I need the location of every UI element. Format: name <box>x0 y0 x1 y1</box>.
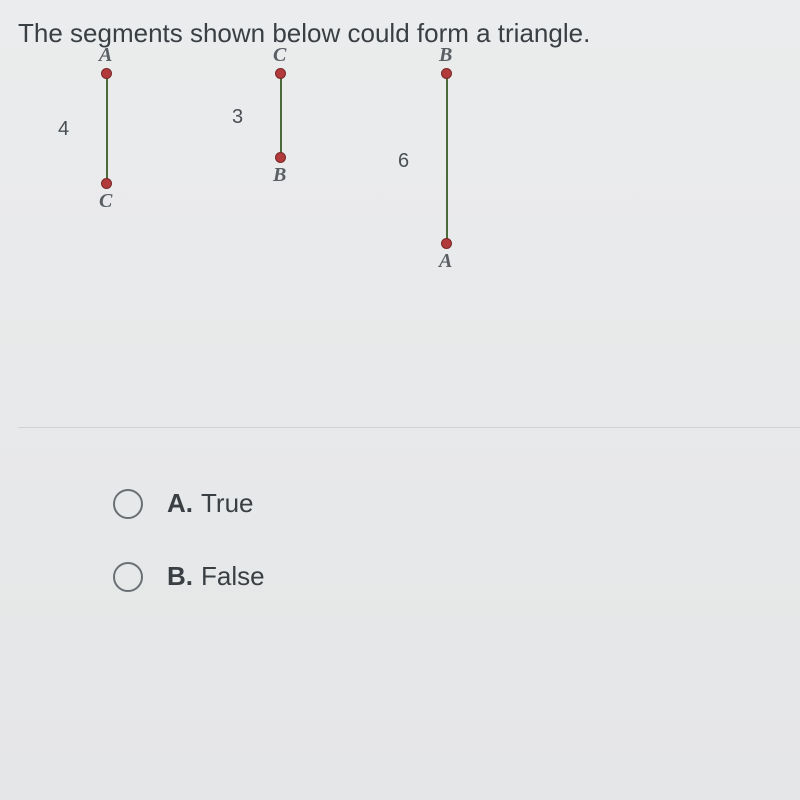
segment-length-label: 6 <box>398 150 409 173</box>
segment-top-label: B <box>439 44 452 67</box>
answer-label: True <box>201 488 254 518</box>
answer-option-b[interactable]: B. False <box>113 561 800 592</box>
radio-icon[interactable] <box>113 489 143 519</box>
answer-choices: A. True B. False <box>18 488 800 592</box>
endpoint-top <box>441 68 452 79</box>
segment-line <box>106 72 108 184</box>
segment-top-label: A <box>99 44 112 67</box>
segment-top-label: C <box>273 44 286 67</box>
segments-diagram: A C 4 C B 3 B A 6 <box>18 57 800 387</box>
endpoint-top <box>275 68 286 79</box>
segment-length-label: 3 <box>232 106 243 129</box>
answer-label: False <box>201 561 265 591</box>
endpoint-bottom <box>275 152 286 163</box>
answer-text: B. False <box>167 561 265 592</box>
question-container: The segments shown below could form a tr… <box>0 0 800 800</box>
segment-bottom-label: A <box>439 250 452 273</box>
section-divider <box>18 427 800 428</box>
answer-text: A. True <box>167 488 254 519</box>
answer-letter: A. <box>167 488 193 518</box>
segment-bottom-label: B <box>273 164 286 187</box>
answer-letter: B. <box>167 561 193 591</box>
segment-bottom-label: C <box>99 190 112 213</box>
radio-icon[interactable] <box>113 562 143 592</box>
question-text: The segments shown below could form a tr… <box>18 18 800 49</box>
answer-option-a[interactable]: A. True <box>113 488 800 519</box>
endpoint-bottom <box>101 178 112 189</box>
segment-length-label: 4 <box>58 118 69 141</box>
segment-line <box>280 72 282 158</box>
endpoint-top <box>101 68 112 79</box>
segment-line <box>446 72 448 244</box>
endpoint-bottom <box>441 238 452 249</box>
